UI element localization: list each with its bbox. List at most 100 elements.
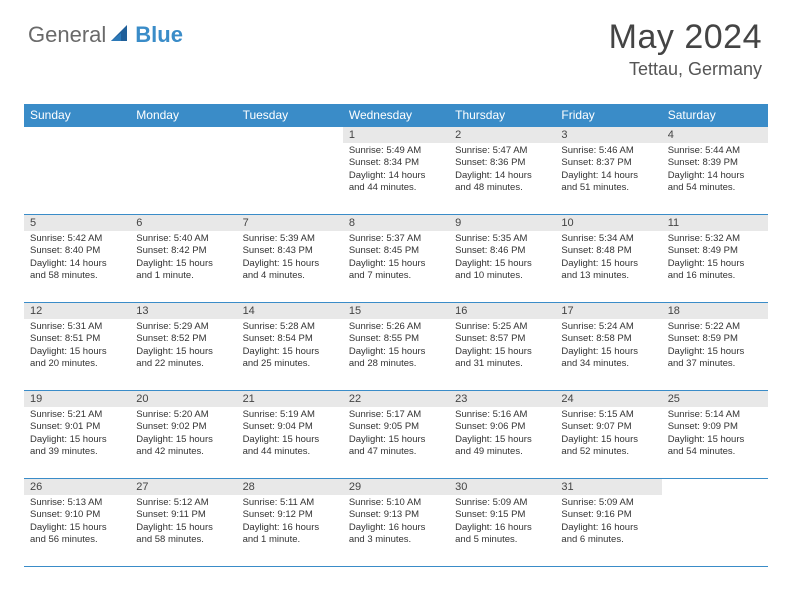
day-detail-line: Sunset: 9:01 PM: [30, 421, 124, 433]
day-detail-line: and 42 minutes.: [136, 446, 230, 458]
day-detail-line: Sunset: 8:48 PM: [561, 245, 655, 257]
day-detail: [662, 495, 768, 501]
day-detail-line: Sunrise: 5:44 AM: [668, 145, 762, 157]
day-detail-line: Sunrise: 5:47 AM: [455, 145, 549, 157]
day-detail-line: Sunrise: 5:11 AM: [243, 497, 337, 509]
day-detail: Sunrise: 5:34 AMSunset: 8:48 PMDaylight:…: [555, 231, 661, 286]
day-detail-line: Sunrise: 5:32 AM: [668, 233, 762, 245]
day-detail-line: Daylight: 15 hours: [668, 346, 762, 358]
day-detail: Sunrise: 5:14 AMSunset: 9:09 PMDaylight:…: [662, 407, 768, 462]
logo: General Blue: [28, 22, 183, 48]
day-detail-line: Sunset: 9:10 PM: [30, 509, 124, 521]
day-detail-line: Sunrise: 5:46 AM: [561, 145, 655, 157]
calendar-day-cell: 18Sunrise: 5:22 AMSunset: 8:59 PMDayligh…: [662, 303, 768, 391]
calendar-week-row: 5Sunrise: 5:42 AMSunset: 8:40 PMDaylight…: [24, 215, 768, 303]
day-detail-line: Sunrise: 5:21 AM: [30, 409, 124, 421]
day-detail-line: and 52 minutes.: [561, 446, 655, 458]
day-detail-line: and 47 minutes.: [349, 446, 443, 458]
day-detail: [237, 143, 343, 149]
day-detail-line: and 3 minutes.: [349, 534, 443, 546]
day-detail-line: and 25 minutes.: [243, 358, 337, 370]
day-detail-line: Sunset: 8:46 PM: [455, 245, 549, 257]
day-detail-line: Sunrise: 5:25 AM: [455, 321, 549, 333]
day-detail-line: Sunrise: 5:15 AM: [561, 409, 655, 421]
day-detail-line: Daylight: 14 hours: [561, 170, 655, 182]
calendar-day-cell: 10Sunrise: 5:34 AMSunset: 8:48 PMDayligh…: [555, 215, 661, 303]
logo-text-general: General: [28, 22, 106, 48]
day-detail-line: and 1 minute.: [136, 270, 230, 282]
day-number: 12: [24, 303, 130, 319]
day-detail-line: and 37 minutes.: [668, 358, 762, 370]
day-detail: Sunrise: 5:16 AMSunset: 9:06 PMDaylight:…: [449, 407, 555, 462]
day-detail-line: and 1 minute.: [243, 534, 337, 546]
day-detail: Sunrise: 5:49 AMSunset: 8:34 PMDaylight:…: [343, 143, 449, 198]
day-detail-line: Daylight: 15 hours: [668, 258, 762, 270]
day-number: 15: [343, 303, 449, 319]
calendar-day-cell: 4Sunrise: 5:44 AMSunset: 8:39 PMDaylight…: [662, 127, 768, 215]
day-detail-line: Sunset: 8:39 PM: [668, 157, 762, 169]
day-detail: Sunrise: 5:22 AMSunset: 8:59 PMDaylight:…: [662, 319, 768, 374]
day-detail-line: and 22 minutes.: [136, 358, 230, 370]
day-detail: Sunrise: 5:10 AMSunset: 9:13 PMDaylight:…: [343, 495, 449, 550]
calendar-day-cell: 6Sunrise: 5:40 AMSunset: 8:42 PMDaylight…: [130, 215, 236, 303]
day-number: 21: [237, 391, 343, 407]
day-detail-line: and 39 minutes.: [30, 446, 124, 458]
day-detail-line: Daylight: 14 hours: [30, 258, 124, 270]
day-number: 14: [237, 303, 343, 319]
day-detail-line: and 10 minutes.: [455, 270, 549, 282]
day-detail-line: Sunset: 8:57 PM: [455, 333, 549, 345]
day-detail: Sunrise: 5:24 AMSunset: 8:58 PMDaylight:…: [555, 319, 661, 374]
day-detail-line: Daylight: 15 hours: [243, 434, 337, 446]
calendar-day-cell: 16Sunrise: 5:25 AMSunset: 8:57 PMDayligh…: [449, 303, 555, 391]
day-detail-line: Daylight: 15 hours: [561, 434, 655, 446]
day-number: 27: [130, 479, 236, 495]
calendar-day-cell: [662, 479, 768, 567]
day-detail-line: Sunset: 8:40 PM: [30, 245, 124, 257]
day-detail: Sunrise: 5:26 AMSunset: 8:55 PMDaylight:…: [343, 319, 449, 374]
day-detail: [130, 143, 236, 149]
day-detail: Sunrise: 5:13 AMSunset: 9:10 PMDaylight:…: [24, 495, 130, 550]
day-detail-line: Daylight: 15 hours: [243, 346, 337, 358]
day-detail-line: Sunset: 9:05 PM: [349, 421, 443, 433]
logo-sail-icon: [111, 23, 133, 48]
day-detail-line: Sunrise: 5:37 AM: [349, 233, 443, 245]
day-detail: Sunrise: 5:47 AMSunset: 8:36 PMDaylight:…: [449, 143, 555, 198]
location-subtitle: Tettau, Germany: [609, 59, 762, 80]
day-detail-line: Sunrise: 5:24 AM: [561, 321, 655, 333]
day-of-week-header: Friday: [555, 104, 661, 127]
day-detail-line: Daylight: 15 hours: [455, 434, 549, 446]
month-title: May 2024: [609, 18, 762, 57]
day-detail-line: Sunrise: 5:40 AM: [136, 233, 230, 245]
day-number: 25: [662, 391, 768, 407]
day-number: 5: [24, 215, 130, 231]
day-number: 19: [24, 391, 130, 407]
day-detail-line: Daylight: 15 hours: [30, 522, 124, 534]
calendar-week-row: 19Sunrise: 5:21 AMSunset: 9:01 PMDayligh…: [24, 391, 768, 479]
day-detail: Sunrise: 5:09 AMSunset: 9:16 PMDaylight:…: [555, 495, 661, 550]
day-detail-line: Sunset: 8:34 PM: [349, 157, 443, 169]
day-detail-line: Daylight: 15 hours: [349, 434, 443, 446]
day-of-week-header: Thursday: [449, 104, 555, 127]
calendar-day-cell: 24Sunrise: 5:15 AMSunset: 9:07 PMDayligh…: [555, 391, 661, 479]
day-detail-line: and 58 minutes.: [30, 270, 124, 282]
day-number: 16: [449, 303, 555, 319]
calendar-day-cell: 2Sunrise: 5:47 AMSunset: 8:36 PMDaylight…: [449, 127, 555, 215]
calendar-week-row: 26Sunrise: 5:13 AMSunset: 9:10 PMDayligh…: [24, 479, 768, 567]
day-detail-line: Sunset: 8:51 PM: [30, 333, 124, 345]
day-detail-line: and 34 minutes.: [561, 358, 655, 370]
day-detail-line: Sunrise: 5:29 AM: [136, 321, 230, 333]
logo-text-blue: Blue: [135, 22, 183, 48]
title-block: May 2024 Tettau, Germany: [609, 18, 762, 80]
day-number: 18: [662, 303, 768, 319]
day-of-week-header: Wednesday: [343, 104, 449, 127]
calendar-day-cell: 22Sunrise: 5:17 AMSunset: 9:05 PMDayligh…: [343, 391, 449, 479]
calendar-day-cell: 26Sunrise: 5:13 AMSunset: 9:10 PMDayligh…: [24, 479, 130, 567]
day-detail-line: Daylight: 15 hours: [136, 346, 230, 358]
day-detail-line: and 6 minutes.: [561, 534, 655, 546]
day-detail-line: Daylight: 15 hours: [30, 434, 124, 446]
day-detail-line: Sunset: 8:59 PM: [668, 333, 762, 345]
calendar-day-cell: [237, 127, 343, 215]
day-detail: Sunrise: 5:31 AMSunset: 8:51 PMDaylight:…: [24, 319, 130, 374]
day-detail: Sunrise: 5:15 AMSunset: 9:07 PMDaylight:…: [555, 407, 661, 462]
day-detail-line: and 54 minutes.: [668, 182, 762, 194]
